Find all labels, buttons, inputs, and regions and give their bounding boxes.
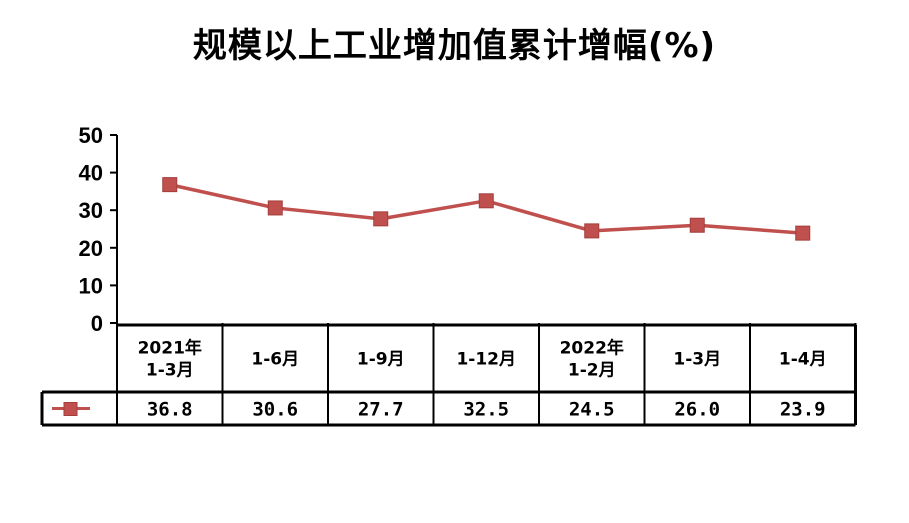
y-tick-label: 20 xyxy=(79,236,103,261)
category-label: 2021年 xyxy=(138,338,202,359)
data-table-value: 24.5 xyxy=(569,399,615,421)
category-label: 1-9月 xyxy=(357,350,405,370)
series-line xyxy=(169,182,803,235)
y-tick-label: 0 xyxy=(91,311,103,336)
category-label: 1-3月 xyxy=(146,361,194,381)
legend-key-marker xyxy=(63,402,78,416)
y-tick-label: 50 xyxy=(79,123,103,148)
category-label: 1-4月 xyxy=(779,350,827,370)
category-label: 1-6月 xyxy=(251,350,299,370)
category-label: 1-3月 xyxy=(673,350,721,370)
data-table-value: 36.8 xyxy=(147,399,193,421)
data-table-value: 27.7 xyxy=(358,399,404,421)
data-point-marker xyxy=(478,193,494,209)
data-table-value: 32.5 xyxy=(463,399,509,421)
data-table-value: 23.9 xyxy=(780,399,826,421)
category-label: 1-2月 xyxy=(568,361,616,381)
data-point-marker xyxy=(584,223,600,239)
y-tick-label: 10 xyxy=(79,273,103,298)
data-point-marker xyxy=(267,200,283,216)
data-table-value: 30.6 xyxy=(252,399,298,421)
data-point-marker xyxy=(162,177,178,193)
chart-title: 规模以上工业增加值累计增幅(%) xyxy=(192,26,717,66)
category-label: 2022年 xyxy=(560,338,624,359)
data-point-marker xyxy=(795,225,811,241)
y-tick-label: 40 xyxy=(79,161,103,186)
data-point-marker xyxy=(373,211,389,227)
y-tick-label: 30 xyxy=(79,198,103,223)
category-label: 1-12月 xyxy=(456,350,516,370)
data-point-marker xyxy=(689,217,705,233)
data-table-value: 26.0 xyxy=(674,399,720,421)
